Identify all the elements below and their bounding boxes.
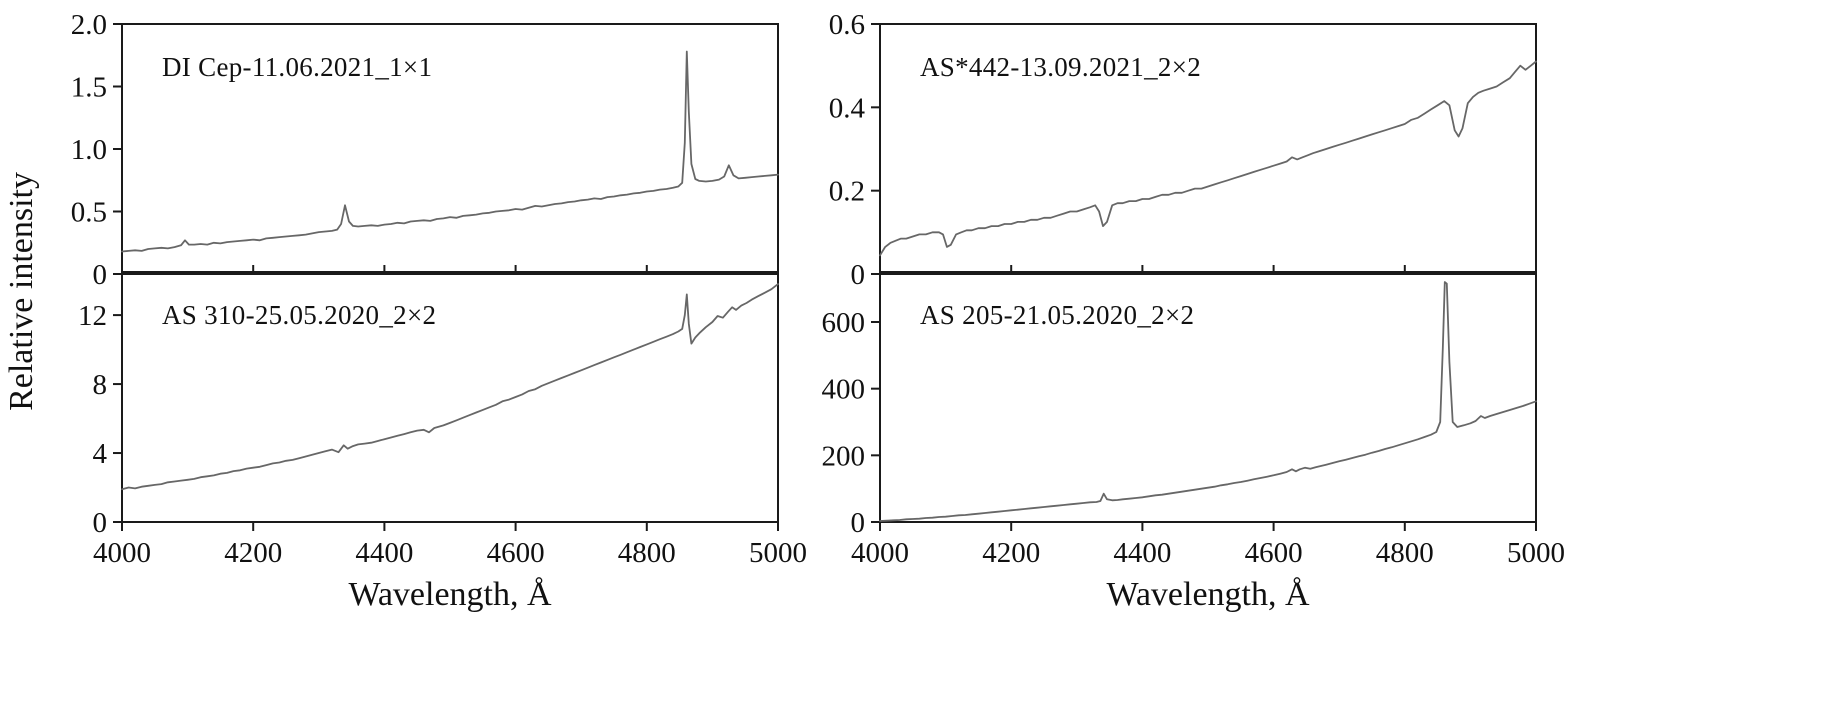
svg-text:4600: 4600 — [487, 537, 545, 569]
svg-text:4800: 4800 — [618, 537, 676, 569]
svg-text:0.6: 0.6 — [829, 9, 865, 41]
svg-text:0.5: 0.5 — [71, 197, 107, 229]
as442-spectrum-plot: 0 0.2 0.4 0.6 — [829, 9, 1537, 291]
svg-text:4: 4 — [93, 438, 108, 470]
svg-text:4400: 4400 — [1113, 537, 1171, 569]
panel-di-cep: 0 0.5 1.0 1.5 2.0 DI Cep-11.06.2021_1×1 — [44, 9, 786, 291]
svg-text:4800: 4800 — [1376, 537, 1434, 569]
svg-text:4000: 4000 — [851, 537, 909, 569]
svg-text:0.2: 0.2 — [829, 176, 865, 208]
right-column: 0 0.2 0.4 0.6 AS*442-13.09.2021_2×2 0 200 400… — [802, 9, 1566, 614]
svg-text:0: 0 — [851, 507, 866, 539]
svg-text:8: 8 — [93, 369, 108, 401]
svg-text:1.0: 1.0 — [71, 134, 107, 166]
x-axis-title-right: Wavelength, Å — [1106, 576, 1310, 613]
x-axis-title-left: Wavelength, Å — [348, 576, 552, 613]
svg-text:2.0: 2.0 — [71, 9, 107, 41]
y-axis-title-column: Relative intensity — [0, 10, 44, 572]
svg-text:4200: 4200 — [982, 537, 1040, 569]
svg-text:0: 0 — [93, 259, 108, 291]
svg-text:4600: 4600 — [1245, 537, 1303, 569]
svg-text:0: 0 — [851, 259, 866, 291]
svg-text:400: 400 — [822, 374, 866, 406]
svg-text:0.4: 0.4 — [829, 92, 866, 124]
svg-text:600: 600 — [822, 307, 866, 339]
as205-spectrum-plot: 0 200 400 600 4000 4200 4400 4600 4800 5000 — [822, 271, 1565, 569]
di-cep-spectrum-plot: 0 0.5 1.0 1.5 2.0 — [71, 9, 779, 291]
as310-spectrum-plot: 0 4 8 12 4000 4200 4400 4600 4800 5000 — [78, 271, 807, 569]
svg-text:0: 0 — [93, 507, 108, 539]
svg-text:12: 12 — [78, 300, 107, 332]
svg-text:4400: 4400 — [355, 537, 413, 569]
svg-text:4200: 4200 — [224, 537, 282, 569]
panel-as442: 0 0.2 0.4 0.6 AS*442-13.09.2021_2×2 — [802, 9, 1544, 291]
svg-text:1.5: 1.5 — [71, 72, 107, 104]
svg-text:5000: 5000 — [1507, 537, 1565, 569]
svg-text:4000: 4000 — [93, 537, 151, 569]
panel-as310: 0 4 8 12 4000 4200 4400 4600 4800 5000 AS 310-25.… — [44, 271, 807, 570]
y-axis-title: Relative intensity — [3, 171, 40, 411]
svg-text:200: 200 — [822, 440, 866, 472]
svg-text:5000: 5000 — [749, 537, 807, 569]
panel-as205: 0 200 400 600 4000 4200 4400 4600 4800 5000 AS 20… — [802, 271, 1565, 570]
